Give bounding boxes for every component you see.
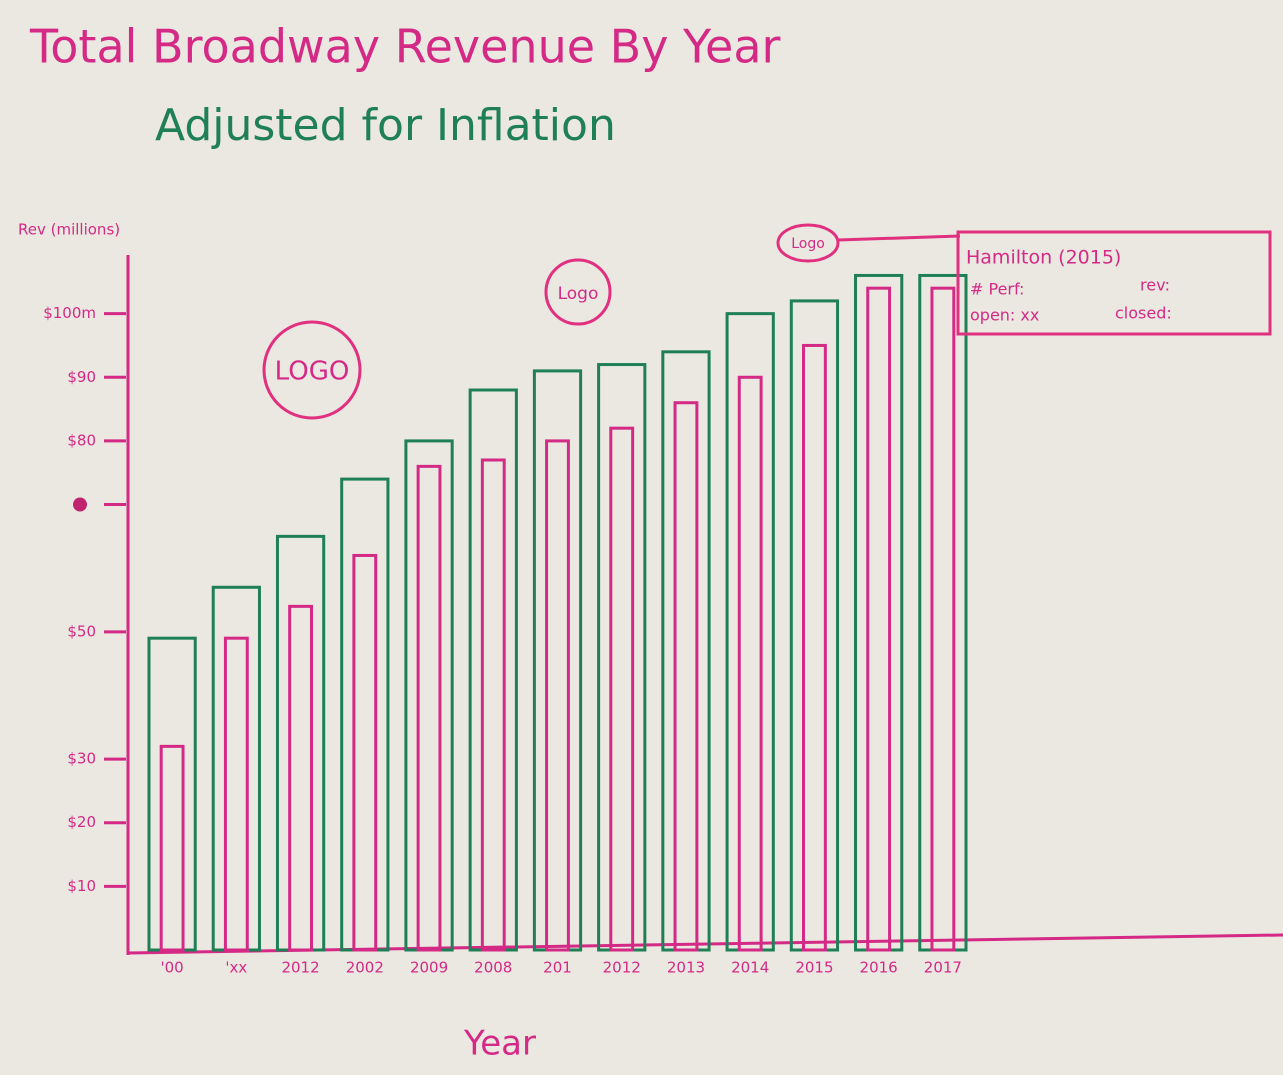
- bar: [930, 286, 956, 952]
- bar: [737, 375, 763, 952]
- x-tick-label: 201: [543, 959, 572, 977]
- x-tick-label: 2014: [731, 959, 769, 977]
- tooltip-box: [956, 230, 1272, 336]
- y-tick-label: $30: [67, 750, 96, 768]
- bar: [673, 401, 699, 952]
- connector: [837, 234, 961, 242]
- logo-label: Logo: [558, 284, 599, 304]
- bar: [545, 439, 570, 952]
- x-axis-label: Year: [463, 1024, 536, 1064]
- chart-subtitle: Adjusted for Inflation: [155, 100, 616, 151]
- bar: [480, 458, 506, 952]
- y-tick-blot: [73, 497, 87, 512]
- x-tick-label: 2016: [860, 959, 898, 977]
- x-tick-label: 2017: [924, 959, 962, 977]
- bar: [352, 553, 378, 952]
- logo-circle: [262, 320, 362, 420]
- x-tick-label: 2015: [795, 959, 833, 977]
- x-tick-label: 'xx: [225, 959, 247, 977]
- x-tick-label: '00: [161, 959, 184, 977]
- y-tick-label: $80: [67, 431, 96, 449]
- bar: [802, 343, 827, 952]
- bars: [147, 273, 968, 952]
- chart-title: Total Broadway Revenue By Year: [29, 20, 781, 74]
- y-tick-label: $90: [67, 368, 96, 386]
- x-tick-label: 2008: [474, 959, 512, 977]
- tooltip-field: rev:: [1140, 276, 1170, 295]
- tooltip-field: open: xx: [970, 306, 1039, 325]
- x-tick-label: 2002: [346, 959, 384, 977]
- logo-label: LOGO: [275, 357, 350, 387]
- tooltip-title: Hamilton (2015): [966, 247, 1121, 269]
- x-tick-label: 2012: [603, 959, 641, 977]
- y-tick-label: $50: [67, 622, 96, 640]
- logo-label: Logo: [791, 236, 825, 252]
- logo-circle: [544, 258, 612, 326]
- x-tick-label: 2013: [667, 959, 705, 977]
- bar: [159, 744, 185, 952]
- tooltip-field: # Perf:: [970, 280, 1024, 299]
- bar: [866, 286, 892, 952]
- y-tick-label: $10: [67, 877, 96, 895]
- tooltip-field: closed:: [1115, 304, 1172, 323]
- y-tick-label: $20: [67, 813, 96, 831]
- y-axis-label: Rev (millions): [18, 221, 120, 239]
- bar: [609, 426, 635, 952]
- x-tick-label: 2012: [281, 959, 319, 977]
- bar: [416, 464, 442, 952]
- logo-circle: [776, 223, 840, 263]
- y-tick-label: $100m: [43, 304, 96, 322]
- bar: [288, 604, 313, 952]
- bar: [223, 636, 249, 952]
- x-tick-label: 2009: [410, 959, 448, 977]
